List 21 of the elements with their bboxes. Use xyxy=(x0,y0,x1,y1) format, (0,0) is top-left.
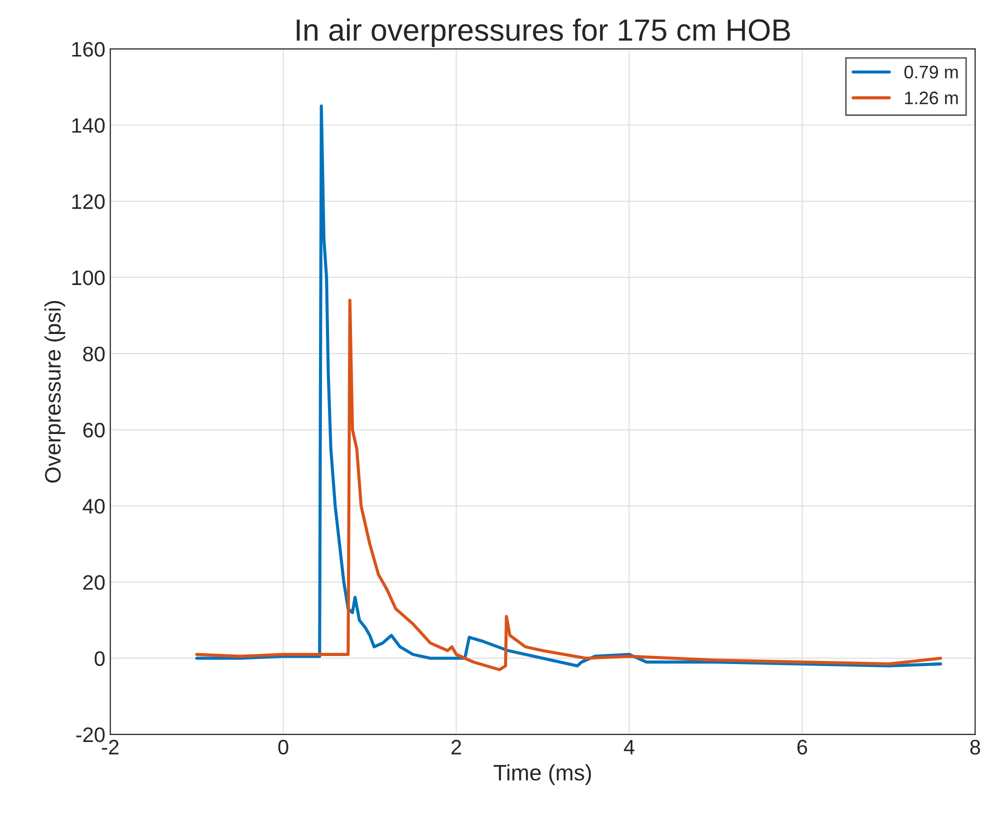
legend-label: 1.26 m xyxy=(905,92,958,104)
x-tick-label: 2 xyxy=(452,740,461,754)
x-axis-title: Time (ms) xyxy=(494,764,591,785)
x-tick-label: 6 xyxy=(797,740,808,755)
y-tick-label: 160 xyxy=(72,42,105,57)
line-series xyxy=(195,104,942,668)
chart-title: In air overpressures for 175 cm HOB xyxy=(296,18,790,47)
y-tick-label: 0 xyxy=(94,651,105,666)
line-series xyxy=(195,298,942,672)
y-tick-label: 120 xyxy=(72,194,105,210)
y-tick-label: 40 xyxy=(82,498,105,514)
x-tick-label: 0 xyxy=(278,740,288,755)
y-axis-title: Overpressure (psi) xyxy=(44,301,66,483)
y-tick-label: 20 xyxy=(83,575,105,590)
y-tick-label: 80 xyxy=(83,346,105,362)
y-tick-label: 60 xyxy=(83,422,105,438)
x-tick-label: 4 xyxy=(624,740,634,754)
x-tick-label: 8 xyxy=(970,740,980,755)
y-tick-label: 140 xyxy=(72,118,105,133)
legend-label: 0.79 m xyxy=(904,66,958,78)
y-tick-label: 100 xyxy=(72,270,105,286)
